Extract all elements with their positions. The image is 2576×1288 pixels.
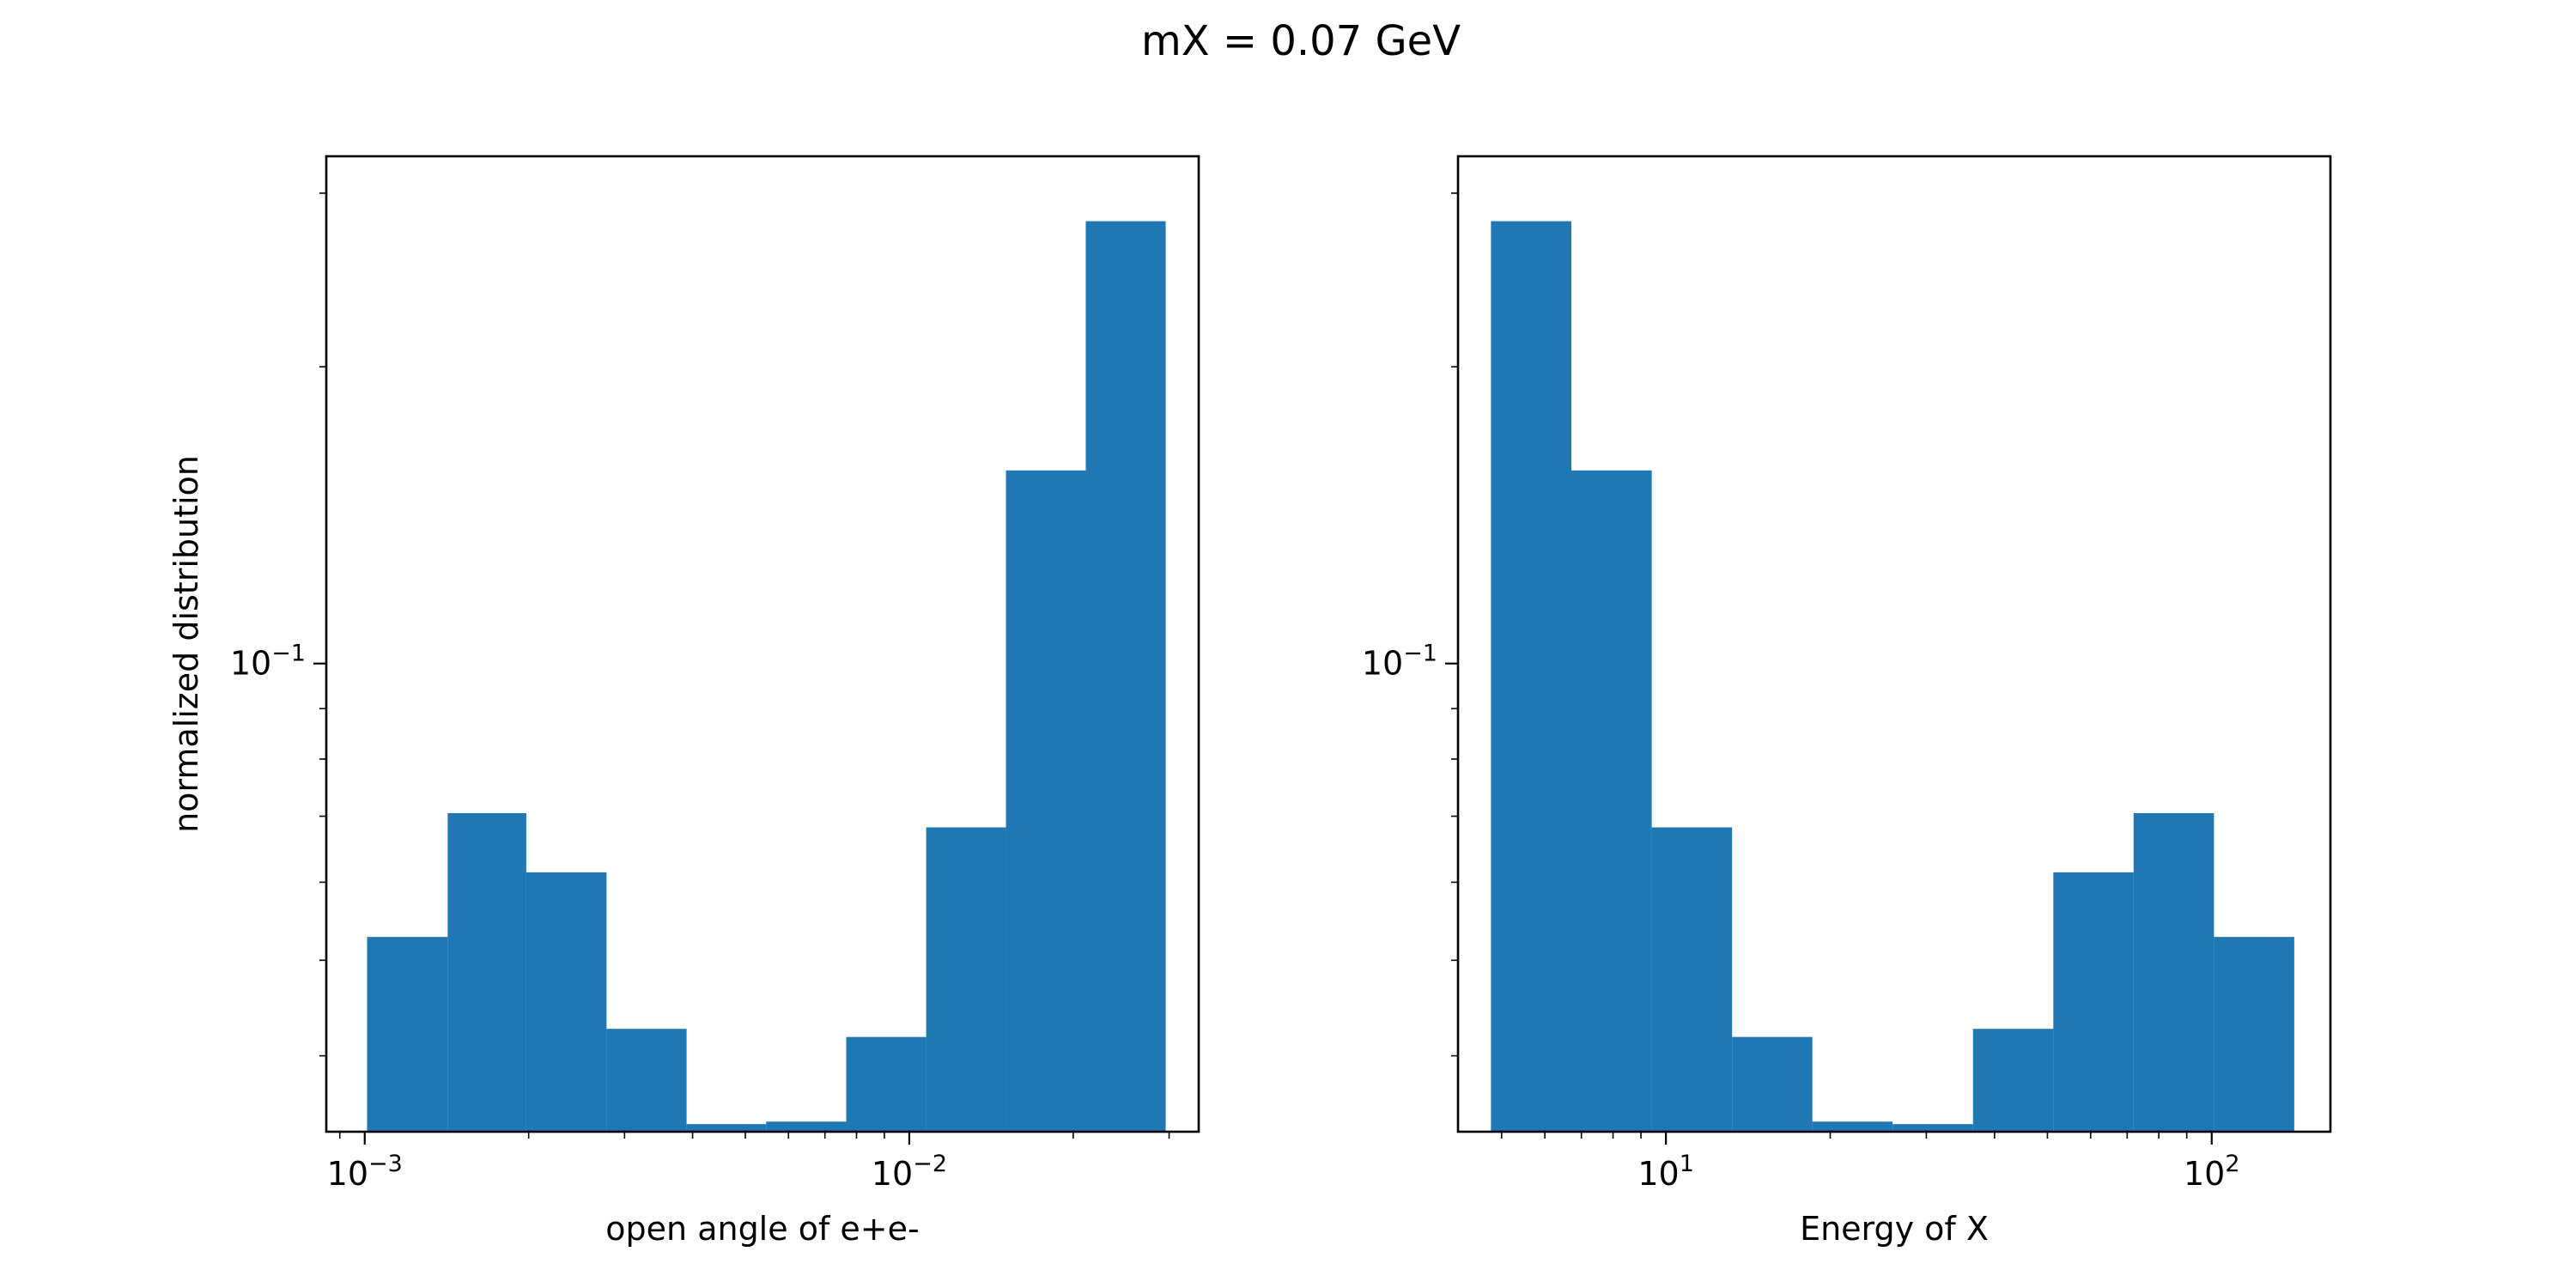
right-bar bbox=[1571, 470, 1652, 1132]
left-bar bbox=[766, 1121, 847, 1132]
right-bar bbox=[2214, 937, 2294, 1132]
figure-title: mX = 0.07 GeV bbox=[1141, 17, 1461, 65]
left-axes: 10−3 10−2 10−1 open angle of e+e- normaliz… bbox=[167, 155, 1200, 1248]
right-bar bbox=[1893, 1124, 1973, 1132]
right-bar bbox=[1732, 1036, 1813, 1132]
left-bar bbox=[606, 1029, 687, 1132]
left-axes-frame bbox=[325, 155, 1200, 1133]
right-bar bbox=[2133, 813, 2215, 1132]
left-bar bbox=[1085, 221, 1166, 1132]
right-bar bbox=[2053, 872, 2134, 1132]
right-axes: 101 102 10−1 Energy of X bbox=[1362, 155, 2332, 1248]
right-bar bbox=[1972, 1029, 2054, 1132]
left-bar bbox=[367, 937, 448, 1132]
left-x-tick-label: 10−3 bbox=[327, 1151, 403, 1193]
left-histogram-bars bbox=[367, 221, 1166, 1132]
right-bar bbox=[1812, 1121, 1893, 1132]
right-x-tick-label: 101 bbox=[1637, 1151, 1694, 1193]
left-x-tick-label: 10−2 bbox=[872, 1151, 947, 1193]
right-y-tick-label: 10−1 bbox=[1362, 641, 1437, 683]
left-y-tick-label: 10−1 bbox=[230, 641, 306, 683]
left-bar bbox=[1005, 470, 1086, 1132]
left-x-axis-label: open angle of e+e- bbox=[605, 1210, 919, 1248]
right-x-axis-label: Energy of X bbox=[1800, 1210, 1989, 1248]
right-axes-frame bbox=[1456, 155, 2332, 1133]
left-bar bbox=[926, 827, 1006, 1132]
right-axis-ticks: 101 102 10−1 bbox=[1362, 192, 2240, 1193]
left-bar bbox=[447, 813, 526, 1132]
left-y-axis-label: normalized distribution bbox=[167, 455, 205, 833]
right-x-tick-label: 102 bbox=[2184, 1151, 2240, 1193]
right-histogram-bars bbox=[1491, 221, 2294, 1132]
left-bar bbox=[526, 872, 607, 1132]
left-axis-ticks: 10−3 10−2 10−1 bbox=[230, 192, 1170, 1193]
right-bar bbox=[1651, 827, 1733, 1132]
left-bar bbox=[686, 1124, 767, 1132]
left-bar bbox=[846, 1036, 927, 1132]
right-bar bbox=[1491, 221, 1571, 1132]
